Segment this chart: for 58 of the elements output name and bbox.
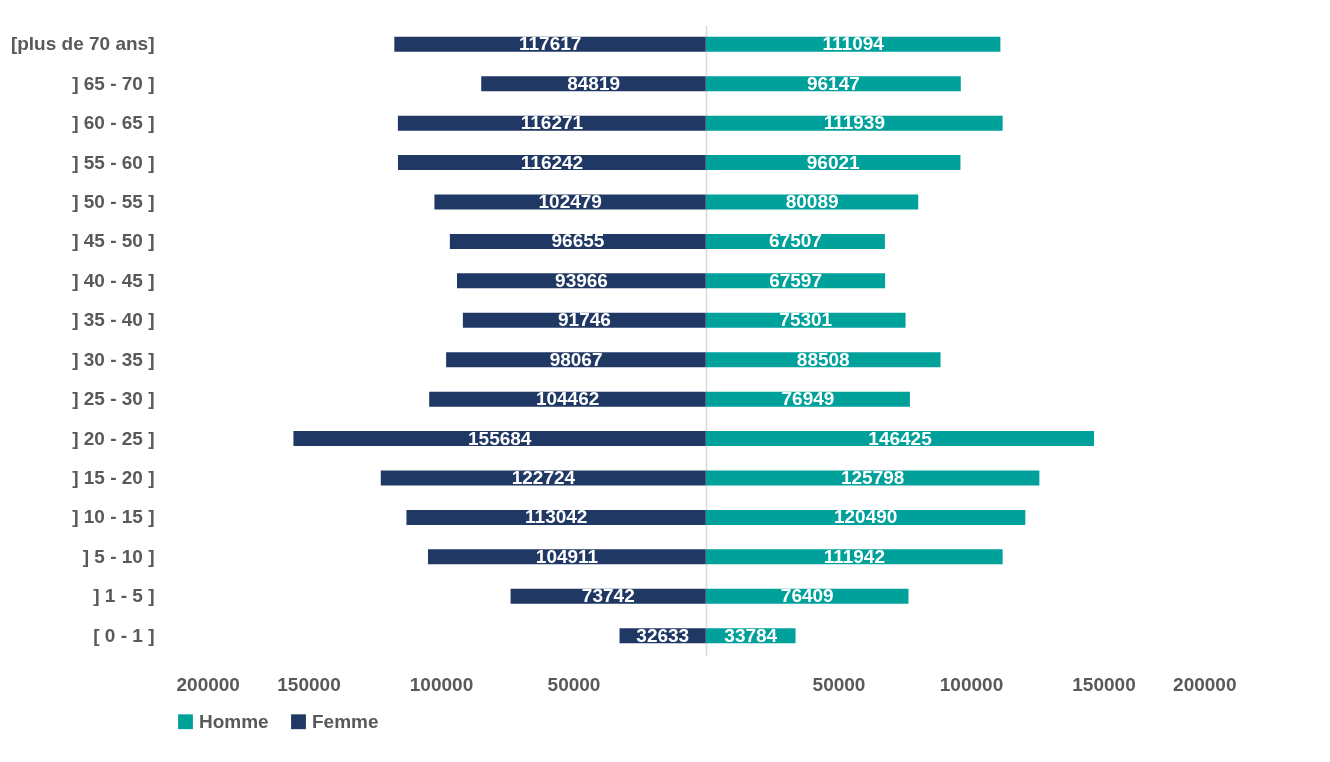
x-tick-label: 150000 bbox=[1072, 673, 1136, 695]
data-label: 111094 bbox=[822, 33, 885, 55]
legend-label: Femme bbox=[312, 710, 379, 732]
y-tick-label: [ 0 - 1 ] bbox=[93, 624, 155, 646]
y-tick-label: ] 40 - 45 ] bbox=[72, 269, 155, 291]
y-tick-label: ] 55 - 60 ] bbox=[72, 151, 155, 173]
data-label: 84819 bbox=[567, 72, 621, 94]
data-label: 122724 bbox=[511, 466, 576, 488]
x-tick-label: 50000 bbox=[812, 673, 866, 695]
data-label: 67507 bbox=[769, 230, 822, 252]
data-label: 102479 bbox=[538, 191, 602, 213]
data-label: 98067 bbox=[549, 348, 603, 370]
legend-label: Homme bbox=[199, 710, 269, 732]
data-label: 33784 bbox=[724, 624, 778, 646]
data-label: 80089 bbox=[785, 191, 839, 213]
x-tick-label: 100000 bbox=[939, 673, 1004, 695]
x-tick-label: 50000 bbox=[547, 673, 601, 695]
data-label: 91746 bbox=[558, 309, 611, 331]
data-label: 120490 bbox=[833, 506, 898, 528]
y-tick-label: ] 65 - 70 ] bbox=[72, 72, 155, 94]
data-label: 67597 bbox=[769, 269, 822, 291]
data-label: 116242 bbox=[520, 151, 584, 173]
data-label: 104462 bbox=[535, 388, 600, 410]
y-tick-label: ] 50 - 55 ] bbox=[72, 191, 155, 213]
y-tick-label: ] 25 - 30 ] bbox=[72, 388, 155, 410]
x-tick-label: 200000 bbox=[1173, 673, 1237, 695]
y-tick-label: ] 35 - 40 ] bbox=[72, 309, 155, 331]
data-label: 155684 bbox=[468, 427, 532, 449]
data-label: 96147 bbox=[806, 72, 860, 94]
data-label: 32633 bbox=[636, 624, 690, 646]
data-label: 111942 bbox=[823, 545, 885, 567]
y-tick-label: ] 30 - 35 ] bbox=[72, 348, 155, 370]
y-tick-label: ] 5 - 10 ] bbox=[82, 545, 155, 567]
data-label: 117617 bbox=[518, 33, 582, 55]
y-tick-label: ] 60 - 65 ] bbox=[72, 112, 155, 134]
y-tick-label: ] 10 - 15 ] bbox=[72, 506, 155, 528]
data-label: 73742 bbox=[581, 585, 635, 607]
y-tick-label: ] 1 - 5 ] bbox=[93, 585, 155, 607]
x-tick-label: 200000 bbox=[176, 673, 240, 695]
data-label: 111939 bbox=[823, 112, 885, 134]
data-label: 76409 bbox=[780, 585, 834, 607]
data-label: 76949 bbox=[781, 388, 835, 410]
x-tick-label: 150000 bbox=[277, 673, 341, 695]
data-label: 104911 bbox=[535, 545, 599, 567]
data-label: 93966 bbox=[555, 269, 608, 291]
data-label: 96655 bbox=[551, 230, 605, 252]
x-tick-label: 100000 bbox=[409, 673, 474, 695]
data-label: 125798 bbox=[840, 466, 905, 488]
y-tick-label: ] 15 - 20 ] bbox=[72, 466, 155, 488]
data-label: 96021 bbox=[806, 151, 861, 173]
y-tick-label: ] 45 - 50 ] bbox=[72, 230, 155, 252]
data-label: 113042 bbox=[525, 506, 588, 528]
data-label: 88508 bbox=[796, 348, 850, 370]
y-tick-label: [plus de 70 ans] bbox=[10, 33, 155, 55]
data-label: 146425 bbox=[868, 427, 933, 449]
y-tick-label: ] 20 - 25 ] bbox=[72, 427, 155, 449]
data-label: 75301 bbox=[779, 309, 833, 331]
data-label: 116271 bbox=[520, 112, 584, 134]
